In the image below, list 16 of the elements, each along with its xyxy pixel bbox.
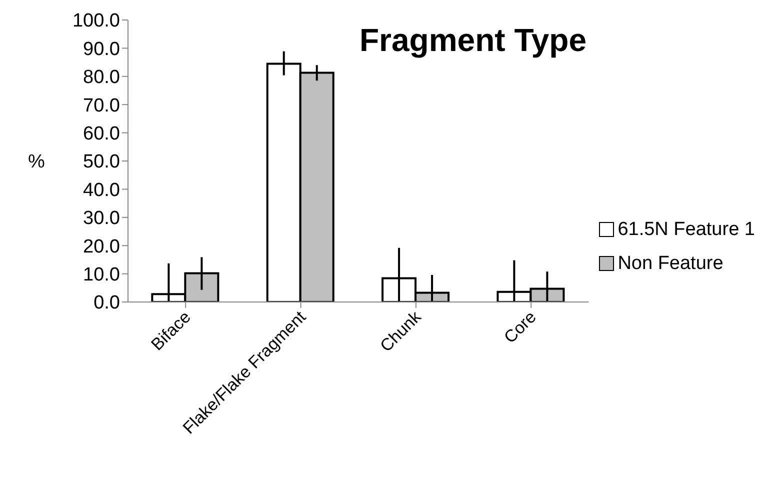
chart-title: Fragment Type bbox=[358, 22, 588, 59]
y-tick-label: 10.0 bbox=[83, 264, 120, 286]
y-tick-label: 100.0 bbox=[72, 10, 120, 32]
x-tick-label: Core bbox=[500, 307, 540, 347]
legend-label: 61.5N Feature 1 bbox=[618, 218, 755, 240]
y-tick-label: 20.0 bbox=[83, 236, 120, 258]
y-tick-label: 80.0 bbox=[83, 67, 120, 88]
y-tick-label: 40.0 bbox=[83, 180, 120, 201]
legend-label: Non Feature bbox=[618, 252, 724, 274]
y-tick-label: 90.0 bbox=[83, 38, 120, 60]
y-tick-label: 60.0 bbox=[83, 124, 120, 145]
y-axis-title: % bbox=[28, 152, 45, 173]
y-tick-label: 0.0 bbox=[94, 292, 120, 314]
y-tick-label: 50.0 bbox=[83, 152, 120, 173]
y-tick-label: 30.0 bbox=[83, 208, 120, 230]
y-tick-label: 70.0 bbox=[83, 95, 120, 116]
